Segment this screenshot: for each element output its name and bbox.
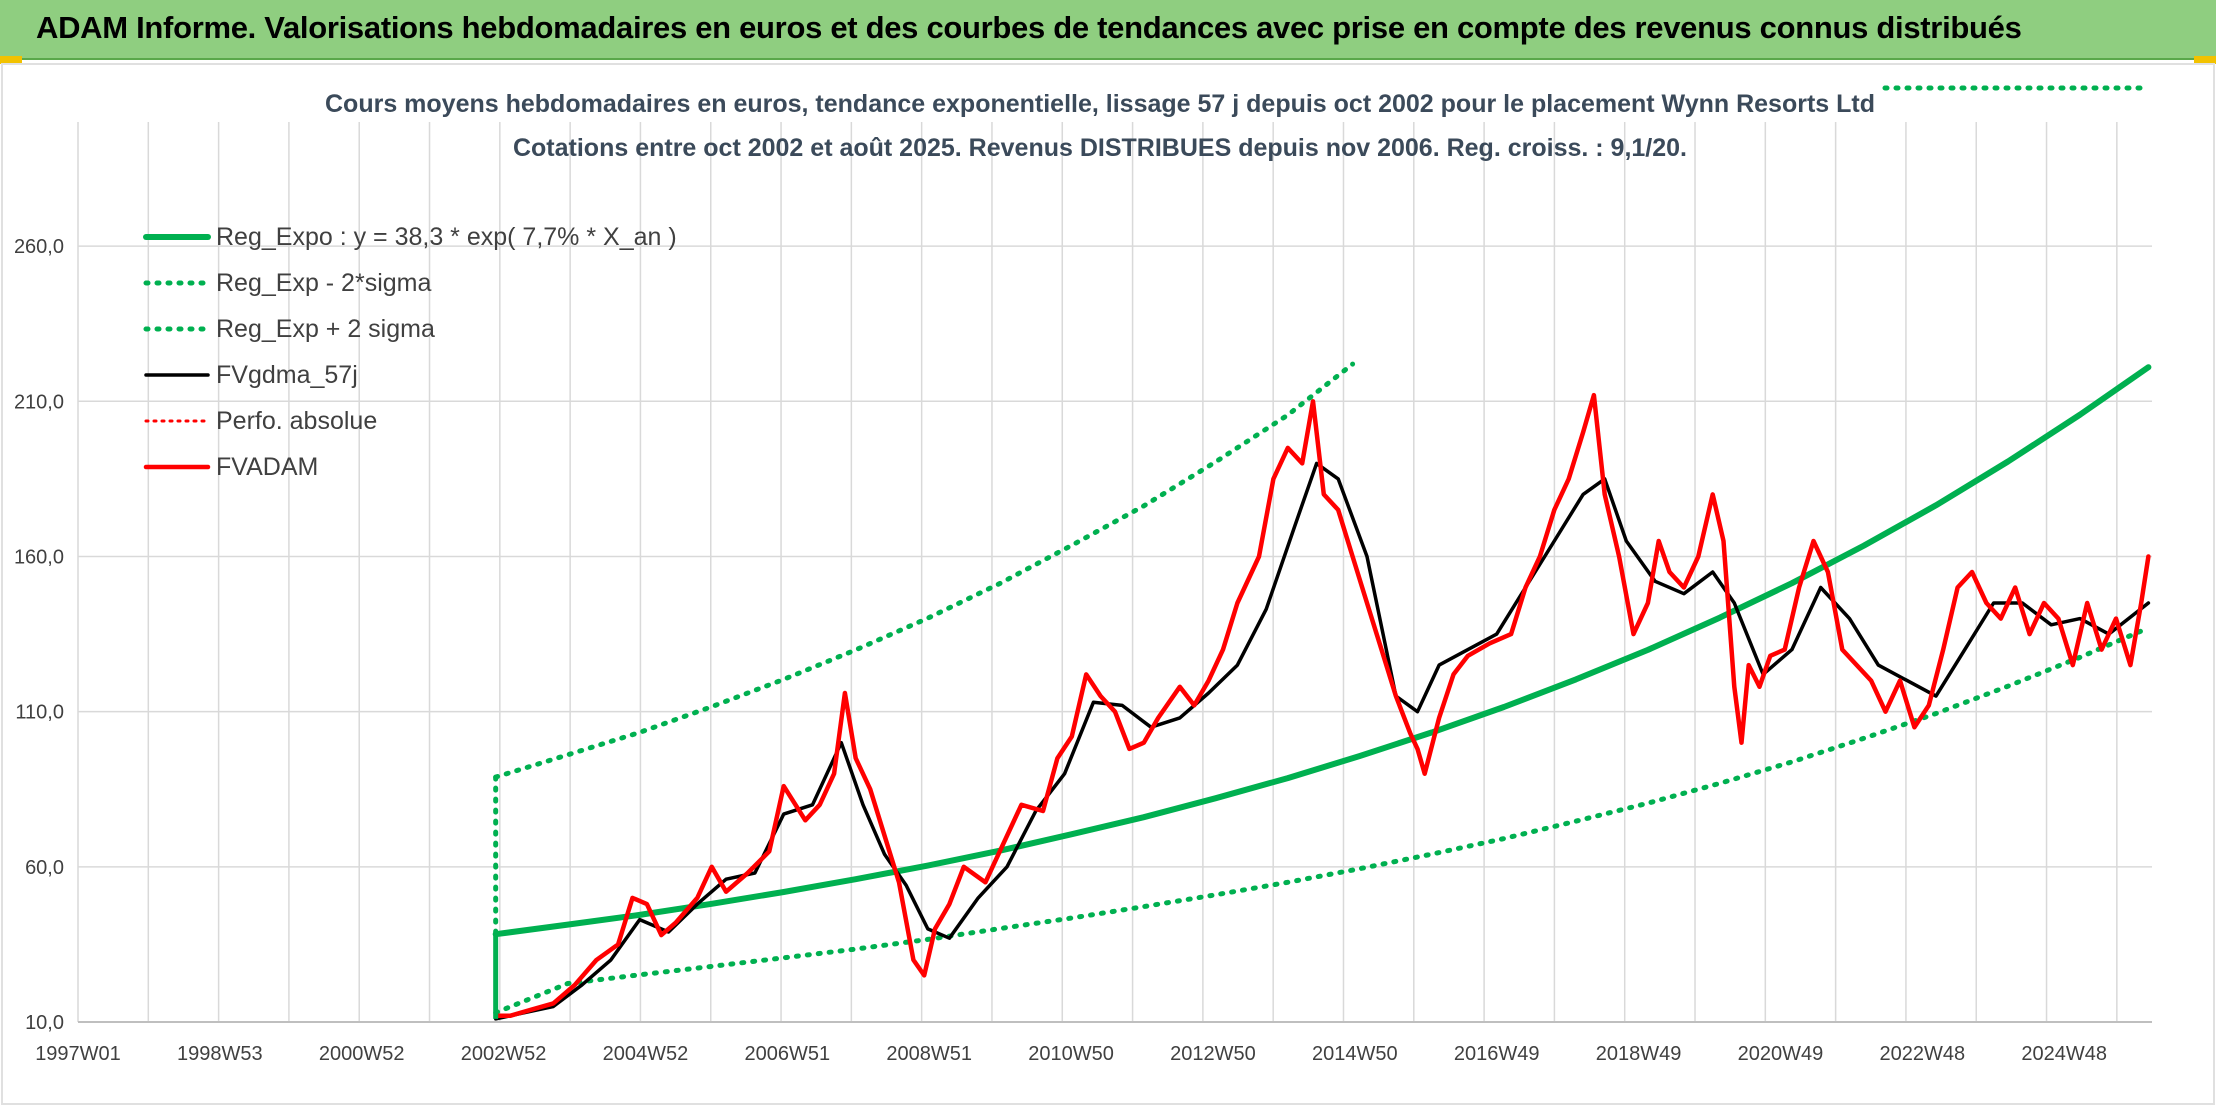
x-tick-label: 2022W48 xyxy=(1879,1043,1965,1065)
header-bar: ADAM Informe. Valorisations hebdomadaire… xyxy=(0,0,2216,60)
x-tick-label: 2004W52 xyxy=(603,1043,689,1065)
chart-area: 10,0 60,0 110,0 160,0 210,0 260,0 1997W01 1998W… xyxy=(0,62,2216,1106)
legend-label: Perfo. absolue xyxy=(216,407,377,435)
x-tick-label: 2012W50 xyxy=(1170,1043,1256,1065)
grid xyxy=(77,122,2152,1023)
x-tick-label: 1997W01 xyxy=(35,1043,121,1065)
legend-label: Reg_Exp - 2*sigma xyxy=(216,269,431,297)
x-tick-label: 2020W49 xyxy=(1738,1043,1824,1065)
chart-title: Cours moyens hebdomadaires en euros, ten… xyxy=(325,90,1875,118)
y-tick-label: 10,0 xyxy=(25,1012,64,1034)
chart-subtitle: Cotations entre oct 2002 et août 2025. R… xyxy=(513,134,1687,162)
legend: Reg_Expo : y = 38,3 * exp( 7,7% * X_an )… xyxy=(143,223,677,481)
series-line-2 xyxy=(493,361,1356,780)
legend-label: FVgdma_57j xyxy=(216,361,358,389)
series-line-3 xyxy=(493,461,2151,1021)
y-tick-label: 210,0 xyxy=(14,391,64,413)
x-tick-label: 2018W49 xyxy=(1596,1043,1682,1065)
legend-label: Reg_Exp + 2 sigma xyxy=(216,315,435,343)
series-line-1 xyxy=(493,625,2151,1016)
y-tick-label: 110,0 xyxy=(15,702,64,724)
series-line-5 xyxy=(493,392,2151,1019)
axes: 10,0 60,0 110,0 160,0 210,0 260,0 1997W01 1998W… xyxy=(14,236,2152,1065)
legend-label: FVADAM xyxy=(216,453,318,481)
x-tick-label: 2014W50 xyxy=(1312,1043,1398,1065)
x-tick-label: 2024W48 xyxy=(2021,1043,2107,1065)
x-tick-label: 2006W51 xyxy=(745,1043,831,1065)
page-title: ADAM Informe. Valorisations hebdomadaire… xyxy=(36,10,2022,45)
x-tick-label: 2002W52 xyxy=(461,1043,547,1065)
y-tick-label: 160,0 xyxy=(14,546,64,568)
chart-svg: 10,0 60,0 110,0 160,0 210,0 260,0 1997W01 1998W… xyxy=(1,63,2215,1105)
x-tick-label: 2008W51 xyxy=(886,1043,972,1065)
legend-label: Reg_Expo : y = 38,3 * exp( 7,7% * X_an ) xyxy=(216,223,677,251)
corner-marker-left xyxy=(0,56,22,64)
x-tick-label: 1998W53 xyxy=(177,1043,263,1065)
x-tick-label: 2016W49 xyxy=(1454,1043,1540,1065)
x-tick-label: 2000W52 xyxy=(319,1043,405,1065)
corner-marker-right xyxy=(2194,56,2216,64)
series-line-0 xyxy=(492,364,2152,938)
series-layer xyxy=(492,85,2152,1021)
x-tick-label: 2010W50 xyxy=(1028,1043,1114,1065)
chart-border xyxy=(1,63,2215,1105)
y-tick-label: 60,0 xyxy=(25,857,64,879)
y-tick-label: 260,0 xyxy=(14,236,64,258)
